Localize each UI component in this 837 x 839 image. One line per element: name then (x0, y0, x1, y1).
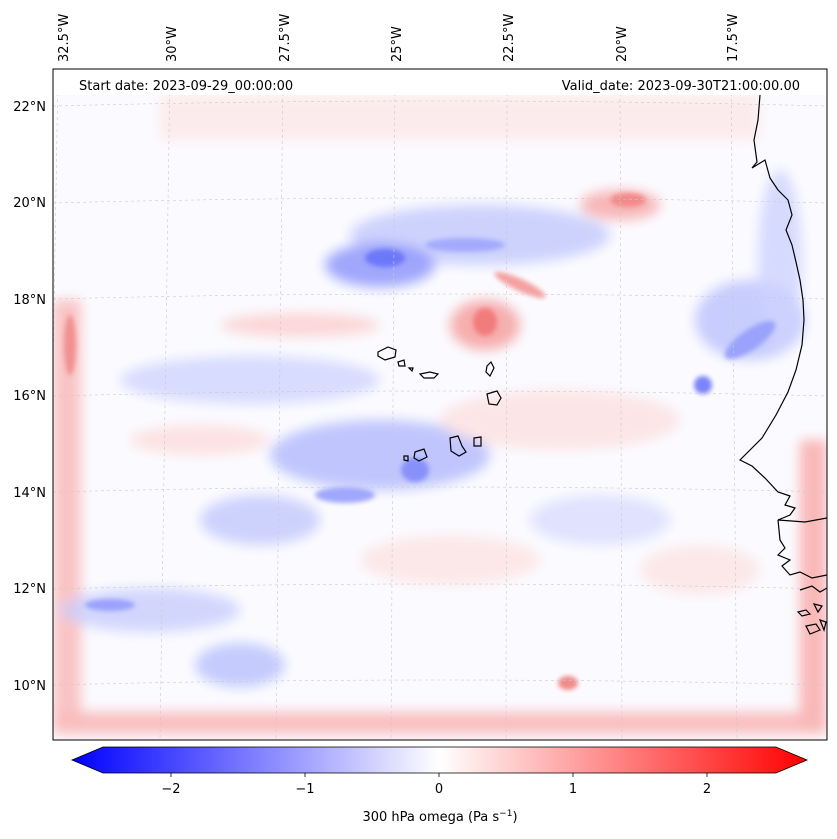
senegal-gambia-coast (776, 519, 827, 579)
lat-label-18n: 18°N (13, 293, 46, 308)
lat-label-16n: 16°N (13, 389, 46, 404)
colorbar-label: 300 hPa omega (Pa s−1) (362, 809, 517, 825)
lon-label-30w: 30°W (165, 26, 180, 62)
santa-luzia (407, 367, 414, 373)
lat-label-22n: 22°N (13, 100, 46, 115)
meridian-22-5w (505, 69, 508, 740)
colorbar-ticks (170, 773, 708, 777)
positive-core-a (473, 308, 497, 336)
sal (485, 360, 495, 378)
negative-core-e (425, 238, 505, 252)
negative-patch-j (530, 495, 670, 545)
positive-patch-g (640, 545, 760, 595)
colorbar-tick-label: 0 (435, 782, 443, 797)
santo-antao (377, 346, 397, 361)
colorbar-label-end: ) (512, 810, 517, 825)
colorbar-bar (70, 746, 809, 774)
parallel-18n (53, 293, 827, 300)
lon-label-22-5w: 22.5°W (502, 14, 517, 62)
valid-date-label: Valid_date: 2023-09-30T21:00:00.00 (562, 79, 800, 94)
cape-verde-islands (377, 346, 502, 462)
omega-field (53, 95, 827, 734)
fogo (413, 448, 428, 462)
negative-core-d (724, 320, 776, 360)
sao-nicolau (418, 371, 440, 379)
sao-vicente (397, 359, 406, 367)
positive-core-c (64, 315, 76, 375)
lon-label-17-5w: 17.5°W (726, 14, 741, 62)
map-panel: Start date: 2023-09-29_00:00:00 Valid_da… (52, 68, 828, 741)
parallel-14n (53, 486, 827, 493)
positive-band-south (53, 712, 827, 734)
bissagos-islands (796, 603, 827, 635)
negative-patch-d (270, 420, 490, 490)
positive-patch-d (440, 390, 680, 450)
positive-band-east (800, 440, 827, 730)
meridian-25w (390, 69, 396, 740)
map-frame (52, 68, 828, 741)
negative-core-g (85, 599, 135, 611)
maio (473, 436, 482, 447)
negative-core-a (365, 249, 405, 267)
lat-label-12n: 12°N (13, 582, 46, 597)
lat-label-20n: 20°N (13, 196, 46, 211)
guinea-bissau-coast (799, 585, 827, 593)
negative-patch-h (200, 495, 320, 545)
date-header-strip (53, 69, 827, 95)
meridian-17-5w (730, 69, 738, 740)
brava (403, 455, 409, 462)
africa-coastline (738, 69, 827, 523)
positive-core-d (558, 676, 578, 690)
negative-patch-f (758, 170, 802, 350)
lon-label-25w: 25°W (390, 26, 405, 62)
meridian-27-5w (275, 69, 284, 740)
negative-patch-c (120, 356, 380, 404)
negative-core-b (401, 458, 429, 482)
negative-patch-i (195, 643, 285, 687)
meridian-20w (619, 69, 623, 740)
start-date-label: Start date: 2023-09-29_00:00:00 (79, 79, 293, 94)
gridlines (53, 69, 827, 740)
latitude-labels: 22°N 20°N 18°N 16°N 14°N 12°N 10°N (13, 100, 46, 694)
positive-patch-c (220, 313, 380, 337)
parallel-10n (53, 679, 827, 686)
parallel-20n (53, 197, 827, 204)
positive-patch-f (360, 535, 540, 585)
map-background (53, 69, 827, 740)
positive-core-e (494, 271, 546, 299)
negative-core-c (694, 376, 712, 394)
coastlines (738, 69, 827, 635)
negative-patch-g (60, 588, 240, 632)
parallel-12n (53, 583, 827, 590)
parallel-16n (53, 390, 827, 397)
positive-core-b (610, 193, 646, 207)
colorbar-tick-labels: −2 −1 0 1 2 (161, 782, 711, 797)
negative-core-f (315, 487, 375, 503)
colorbar-tick-label: −2 (161, 782, 180, 797)
lon-label-27-5w: 27.5°W (278, 14, 293, 62)
colorbar-tick-label: 2 (703, 782, 711, 797)
santiago (449, 435, 467, 457)
lat-label-10n: 10°N (13, 679, 46, 694)
colorbar-tick-label: −1 (295, 782, 314, 797)
colorbar: −2 −1 0 1 2 300 hPa omega (Pa s−1) (70, 746, 809, 825)
colorbar-tick-label: 1 (569, 782, 577, 797)
colorbar-label-main: 300 hPa omega (Pa s (362, 810, 499, 825)
positive-patch-e (130, 425, 270, 455)
lon-label-20w: 20°W (615, 26, 630, 62)
parallel-22n (53, 100, 827, 107)
colorbar-label-exponent: −1 (499, 809, 512, 819)
longitude-labels: 32.5°W 30°W 27.5°W 25°W 22.5°W 20°W 17.5… (57, 14, 741, 62)
lat-label-14n: 14°N (13, 486, 46, 501)
positive-band-north (160, 95, 760, 140)
boa-vista (486, 390, 502, 406)
meridian-30w (159, 69, 171, 740)
lon-label-32-5w: 32.5°W (57, 14, 72, 62)
